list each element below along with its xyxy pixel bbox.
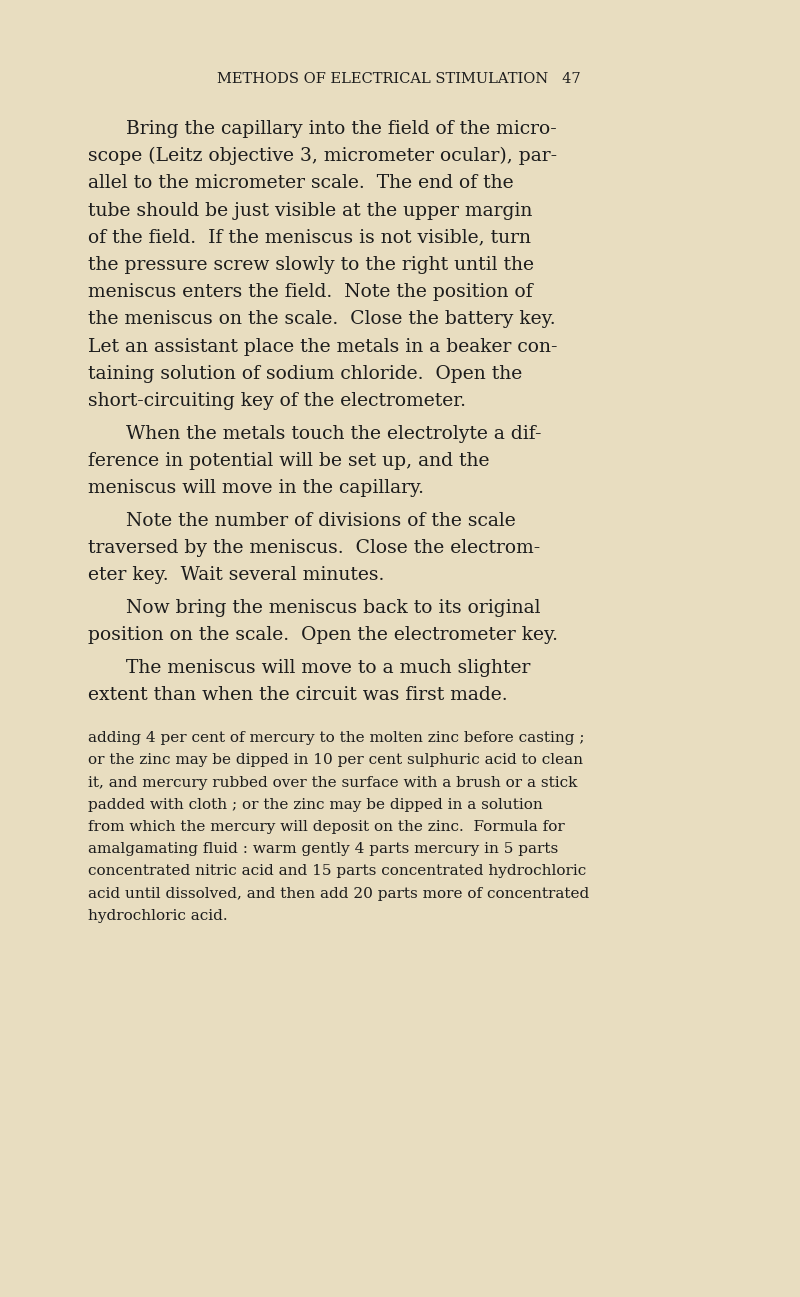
Text: traversed by the meniscus.  Close the electrom-: traversed by the meniscus. Close the ele… [88,540,540,556]
Text: When the metals touch the electrolyte a dif-: When the metals touch the electrolyte a … [126,424,542,442]
Text: from which the mercury will deposit on the zinc.  Formula for: from which the mercury will deposit on t… [88,820,565,834]
Text: extent than when the circuit was first made.: extent than when the circuit was first m… [88,686,508,704]
Text: position on the scale.  Open the electrometer key.: position on the scale. Open the electrom… [88,626,558,645]
Text: allel to the micrometer scale.  The end of the: allel to the micrometer scale. The end o… [88,174,514,192]
Text: the meniscus on the scale.  Close the battery key.: the meniscus on the scale. Close the bat… [88,310,556,328]
Text: hydrochloric acid.: hydrochloric acid. [88,909,228,922]
Text: tube should be just visible at the upper margin: tube should be just visible at the upper… [88,201,532,219]
Text: Now bring the meniscus back to its original: Now bring the meniscus back to its origi… [126,599,541,617]
Text: or the zinc may be dipped in 10 per cent sulphuric acid to clean: or the zinc may be dipped in 10 per cent… [88,754,583,768]
Text: Let an assistant place the metals in a beaker con-: Let an assistant place the metals in a b… [88,337,558,355]
Text: scope (Leitz objective 3, micrometer ocular), par-: scope (Leitz objective 3, micrometer ocu… [88,147,557,166]
Text: adding 4 per cent of mercury to the molten zinc before casting ;: adding 4 per cent of mercury to the molt… [88,732,585,746]
Text: Note the number of divisions of the scale: Note the number of divisions of the scal… [126,512,516,529]
Text: the pressure screw slowly to the right until the: the pressure screw slowly to the right u… [88,256,534,274]
Text: ference in potential will be set up, and the: ference in potential will be set up, and… [88,451,490,470]
Text: of the field.  If the meniscus is not visible, turn: of the field. If the meniscus is not vis… [88,228,531,246]
Text: The meniscus will move to a much slighter: The meniscus will move to a much slighte… [126,659,530,677]
Text: taining solution of sodium chloride.  Open the: taining solution of sodium chloride. Ope… [88,364,522,383]
Text: short-circuiting key of the electrometer.: short-circuiting key of the electrometer… [88,392,466,410]
Text: concentrated nitric acid and 15 parts concentrated hydrochloric: concentrated nitric acid and 15 parts co… [88,864,586,878]
Text: amalgamating fluid : warm gently 4 parts mercury in 5 parts: amalgamating fluid : warm gently 4 parts… [88,842,558,856]
Text: meniscus enters the field.  Note the position of: meniscus enters the field. Note the posi… [88,283,533,301]
Text: Bring the capillary into the field of the micro-: Bring the capillary into the field of th… [126,121,557,137]
Text: it, and mercury rubbed over the surface with a brush or a stick: it, and mercury rubbed over the surface … [88,776,578,790]
Text: METHODS OF ELECTRICAL STIMULATION   47: METHODS OF ELECTRICAL STIMULATION 47 [217,73,581,86]
Text: padded with cloth ; or the zinc may be dipped in a solution: padded with cloth ; or the zinc may be d… [88,798,542,812]
Text: acid until dissolved, and then add 20 parts more of concentrated: acid until dissolved, and then add 20 pa… [88,887,590,900]
Text: meniscus will move in the capillary.: meniscus will move in the capillary. [88,479,424,497]
Text: eter key.  Wait several minutes.: eter key. Wait several minutes. [88,567,384,584]
